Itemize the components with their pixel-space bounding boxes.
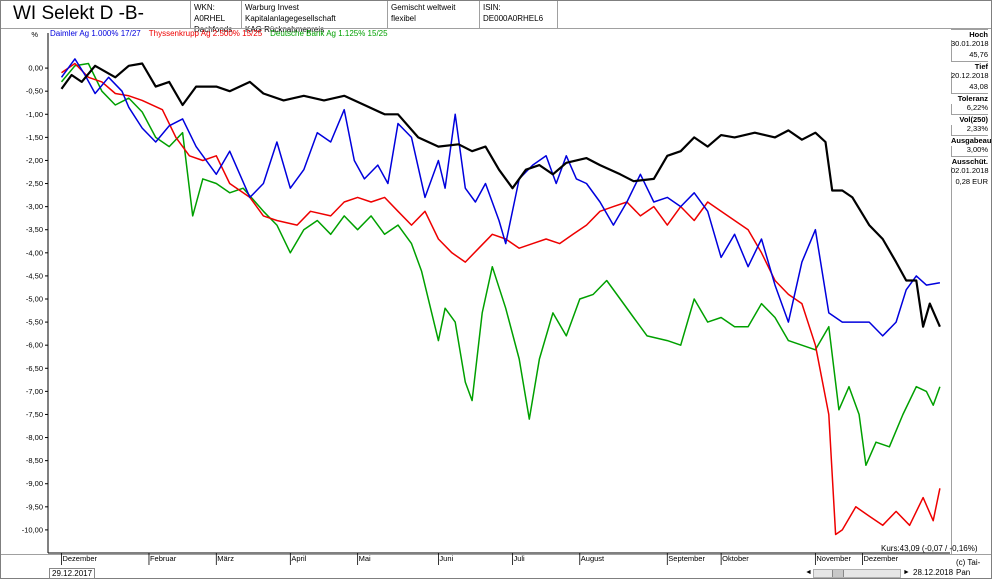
y-tick-label: -9,50 [26,502,43,511]
stat-label: Ausgabeau [951,135,992,146]
stat-value: 2,33% [966,124,988,133]
stat-value: 6,22% [966,103,988,112]
x-tick-label: April [291,554,306,563]
series-lines [60,58,941,536]
y-axis-unit: % [31,30,38,39]
header-cell-isin: ISIN: DE000A0RHEL6 [480,1,558,28]
stat-value: 02.01.2018 [951,166,989,175]
header-cell-line: Warburg Invest Kapitalanlagegesellschaft [245,3,336,23]
page-title: WI Selekt D -B- [13,3,144,24]
stat-label: Ausschüt. [951,156,988,167]
header-cell-wkn: WKN: A0RHEL Dachfonds [190,1,242,34]
series-line [60,58,941,337]
y-tick-label: -2,00 [26,156,43,165]
copyright: (c) Tai-Pan [956,558,981,577]
y-tick-label: -5,50 [26,318,43,327]
stat-value: 30.01.2018 [951,39,989,48]
stat-value: 0,28 EUR [955,177,988,186]
y-tick-label: -3,00 [26,202,43,211]
stat-value: 3,00% [966,145,988,154]
scrollbar-thumb[interactable] [832,570,844,577]
series-line [61,62,941,536]
y-tick-label: -2,50 [26,179,43,188]
header-cell-category: Gemischt weltweit flexibel [388,1,480,28]
stat-value: 43,08 [969,82,988,91]
x-tick-label: November [816,554,851,563]
header-divider [1,28,991,29]
x-tick-label: Mai [359,554,371,563]
x-tick-label: Dezember [863,554,898,563]
y-tick-label: -4,50 [26,271,43,280]
header-cell-line: Gemischt weltweit flexibel [391,3,456,23]
scroll-left-icon[interactable]: ◄ [805,569,812,576]
header-cell-company: Warburg Invest Kapitalanlagegesellschaft… [242,1,388,34]
y-tick-label: -0,50 [26,87,43,96]
y-tick-label: -3,50 [26,225,43,234]
legend-entry: Deutsche Bank Ag 1.125% 15/25 [270,29,388,38]
y-tick-label: -9,00 [26,479,43,488]
y-tick-label: -7,50 [26,410,43,419]
legend: Daimler Ag 1.000% 17/27 Thyssenkrupp Ag 2… [50,29,388,38]
y-tick-label: -6,00 [26,341,43,350]
header-cell-line: WKN: A0RHEL [194,3,226,23]
x-tick-label: Oktober [722,554,749,563]
stat-label: Hoch [951,29,991,40]
x-tick-label: Februar [150,554,177,563]
scroll-right-icon[interactable]: ► [903,569,910,576]
y-tick-label: -8,00 [26,433,43,442]
y-tick-label: -4,00 [26,248,43,257]
y-tick-label: -6,50 [26,364,43,373]
stat-label: Vol(250) [951,114,991,125]
y-tick-label: -1,50 [26,133,43,142]
series-line [60,62,941,467]
footer-divider [1,554,991,555]
x-tick-label: Juli [513,554,525,563]
y-tick-label: -8,50 [26,456,43,465]
x-tick-label: März [217,554,234,563]
stats-panel-divider [951,28,952,554]
legend-entry: Daimler Ag 1.000% 17/27 [50,29,141,38]
y-tick-label: -5,00 [26,295,43,304]
stat-value: 20.12.2018 [951,71,989,80]
kurs-readout: Kurs:43,09 (-0,07 / -0,16%) [881,544,978,553]
y-tick-label: -10,00 [22,525,43,534]
x-tick-label: August [581,554,605,563]
y-tick-label: -7,00 [26,387,43,396]
x-tick-label: Juni [439,554,453,563]
x-tick-label: September [668,554,705,563]
x-tick-label: Dezember [62,554,97,563]
header-cell-line: KAG Rücknahmepreis [245,25,325,34]
y-tick-label: 0,00 [28,64,43,73]
end-date: 28.12.2018 [913,568,954,577]
header-cell-line: Dachfonds [194,25,233,34]
series-line [60,62,941,328]
stat-label: Toleranz [951,93,991,104]
legend-entry: Thyssenkrupp Ag 2.500% 15/25 [149,29,263,38]
stat-value: 45,76 [969,50,988,59]
time-scrollbar[interactable] [813,569,901,578]
stat-label: Tief [951,61,991,72]
axes: % 0,00 -0,50 -1,00 -1,50 -2,00 -2,50 -3,00 -3,50… [22,30,950,565]
header-cell-line: ISIN: DE000A0RHEL6 [483,3,544,23]
y-tick-label: -1,00 [26,110,43,119]
